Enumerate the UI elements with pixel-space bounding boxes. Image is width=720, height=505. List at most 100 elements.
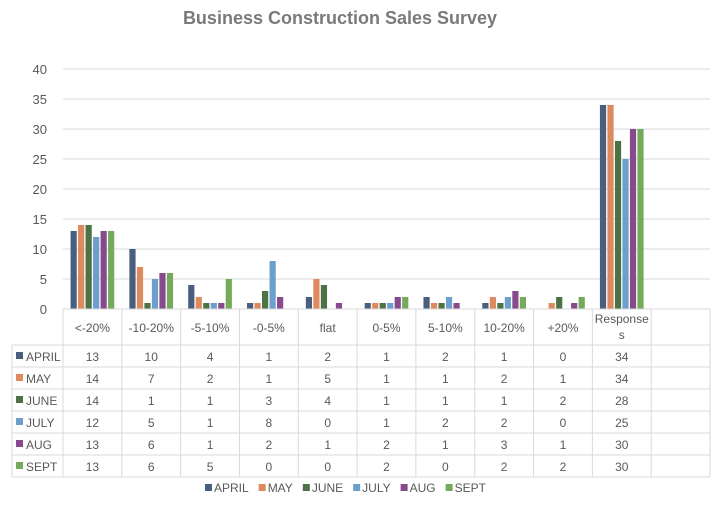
x-category-label: Response [595,312,649,326]
table-cell: 2 [442,350,449,364]
legend-label: JULY [362,481,390,495]
bar-june [203,303,210,309]
bar-aug [629,129,637,309]
table-cell: 1 [442,372,449,386]
table-row-label: JULY [26,416,54,430]
table-cell: 1 [266,372,273,386]
table-cell: 6 [148,460,155,474]
table-cell: 30 [615,438,629,452]
table-cell: 1 [560,438,567,452]
table-cell: 2 [266,438,273,452]
table-cell: 1 [324,438,331,452]
table-cell: 1 [383,416,390,430]
table-row-label: APRIL [26,350,61,364]
table-cell: 2 [383,438,390,452]
x-category-label: -10-20% [129,321,175,335]
legend-label: SEPT [455,481,487,495]
table-cell: 1 [560,372,567,386]
bar-may [489,297,496,309]
legend-key-july [16,418,23,425]
bar-aug [335,303,343,309]
bar-aug [394,297,401,309]
bar-april [423,297,430,309]
bar-april [247,303,254,309]
legend-swatch-sept [445,484,453,491]
table-cell: 0 [266,460,273,474]
x-category-label: +20% [547,321,578,335]
y-tick-label: 5 [40,272,47,287]
x-category-label: 10-20% [483,321,525,335]
y-tick-label: 35 [33,92,47,107]
bar-june [556,297,563,309]
x-category-label: 0-5% [372,321,400,335]
bar-april [599,105,607,309]
bar-july [504,297,511,309]
bar-june [320,285,328,309]
table-row-label: SEPT [26,460,58,474]
y-tick-label: 20 [33,182,47,197]
table-cell: 0 [560,350,567,364]
table-cell: 0 [324,460,331,474]
x-category-label-wrap: s [619,328,625,342]
table-cell: 2 [207,372,214,386]
legend-swatch-may [258,484,266,491]
bar-june [85,225,92,309]
bar-june [614,141,622,309]
table-cell: 34 [615,350,629,364]
table-row-label: AUG [26,438,52,452]
bar-april [305,297,313,309]
table-cell: 1 [501,394,508,408]
table-row-label: MAY [26,372,51,386]
bar-july [622,159,629,309]
bar-june [497,303,504,309]
bar-june [438,303,445,309]
bar-july [269,261,276,309]
table-cell: 2 [501,372,508,386]
bar-july [387,303,394,309]
bar-aug [159,273,166,309]
legend-key-may [16,374,23,381]
x-category-label: -0-5% [253,321,285,335]
table-cell: 1 [148,394,155,408]
bar-may [195,297,202,309]
bar-aug [453,303,460,309]
chart-title: Business Construction Sales Survey [183,8,497,28]
table-cell: 1 [207,416,214,430]
bar-aug [571,303,578,309]
table-cell: 30 [615,460,629,474]
bar-aug [218,303,225,309]
bar-may [136,267,144,309]
bar-june [144,303,151,309]
bar-may [254,303,261,309]
bar-aug [277,297,284,309]
x-category-label: -5-10% [191,321,230,335]
bar-may [78,225,85,309]
bar-june [379,303,386,309]
y-tick-label: 40 [33,62,47,77]
table-cell: 13 [86,438,100,452]
bar-april [129,249,136,309]
table-cell: 5 [324,372,331,386]
bar-july [445,297,453,309]
table-cell: 1 [266,350,273,364]
table-cell: 4 [324,394,331,408]
legend-key-aug [16,440,23,447]
table-cell: 1 [383,350,390,364]
table-cell: 3 [501,438,508,452]
bar-april [188,285,195,309]
x-category-label: 5-10% [428,321,463,335]
legend-label: JUNE [312,481,343,495]
table-cell: 2 [324,350,331,364]
table-cell: 1 [442,438,449,452]
bar-sept [578,297,585,309]
bar-july [93,237,100,309]
bar-june [262,291,269,309]
table-cell: 2 [442,416,449,430]
bar-april [482,303,489,309]
bar-sept [519,297,526,309]
table-cell: 2 [501,460,508,474]
table-cell: 13 [86,460,100,474]
bar-aug [100,231,107,309]
legend-key-june [16,396,23,403]
